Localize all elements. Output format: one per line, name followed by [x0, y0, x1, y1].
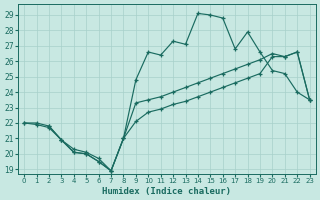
X-axis label: Humidex (Indice chaleur): Humidex (Indice chaleur) — [102, 187, 231, 196]
